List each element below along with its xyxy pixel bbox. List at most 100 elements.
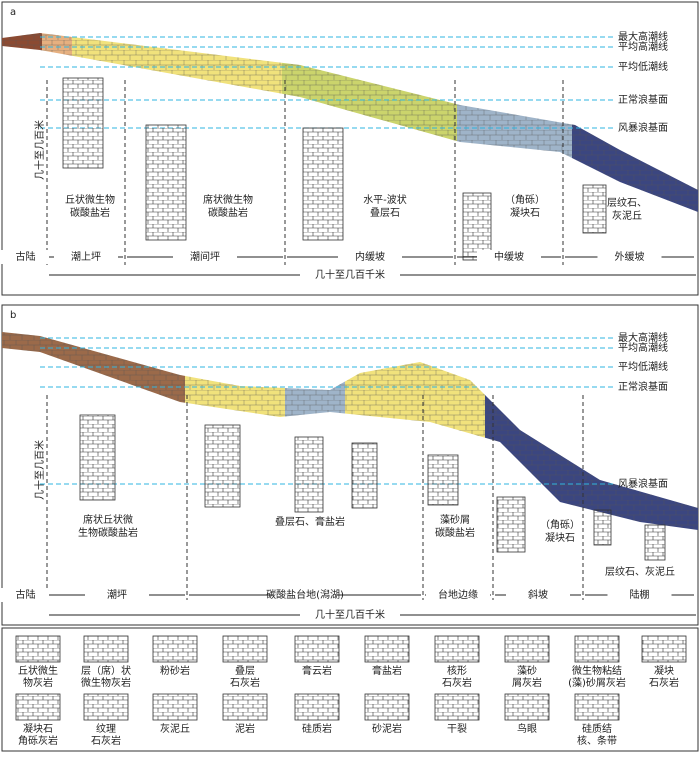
facies-label: 生物碳酸盐岩 [78,526,138,539]
facies-label: 叠层石、膏盐岩 [275,515,345,528]
legend-label: 粉砂岩 [160,664,190,677]
zone-label: 台地边缘 [438,588,478,601]
lithology-column [462,192,492,261]
level-label: 平均高潮线 [618,341,668,354]
facies-label: 层纹石、灰泥丘 [605,565,675,578]
zone-label-bg [54,250,118,264]
legend-label: 石灰岩 [649,676,679,689]
panel-label: b [10,310,16,321]
facies-label: 叠层石 [370,207,400,219]
facies-label: （角砾） [505,193,545,206]
lithology-column [79,414,116,501]
zone-label-bg [506,588,570,602]
facies-label: 席状微生物 [203,193,253,206]
zone-label: 碳酸盐台地(潟湖) [266,588,344,601]
zone-label-bg [0,588,58,602]
legend-swatch [434,635,480,663]
zone-label: 内缓坡 [355,250,385,263]
legend-label: 石灰岩 [442,676,472,689]
facies-label: 凝块石 [510,207,540,219]
legend-frame [1,627,699,752]
facies-label: 水平-波状 [363,193,407,206]
legend-label: 屑灰岩 [512,676,542,689]
height-label: 几十至几百米 [33,440,46,500]
legend-label: 石灰岩 [230,676,260,689]
frame [1,1,699,296]
level-label: 平均低潮线 [618,60,668,73]
facies-label: 丘状微生物 [65,193,115,206]
legend-swatch [222,635,268,663]
lithology-column [427,454,459,506]
legend-swatch [434,693,480,721]
legend-swatch [222,693,268,721]
width-label: 几十至几百千米 [315,608,385,621]
lithology-column [302,127,344,241]
legend-swatch [364,635,410,663]
legend-label: 石灰岩 [91,734,121,747]
legend-swatch [504,693,550,721]
legend-label: 丘状微生 [18,664,58,677]
legend-swatch [152,693,198,721]
lithology-column [204,424,241,508]
legend-label: 藻砂 [517,664,537,677]
legend-label: 纹理 [96,722,116,735]
facies-label: 碳酸盐岩 [208,206,248,219]
level-label: 正常浪基面 [618,93,668,106]
legend-label: 灰泥丘 [160,722,190,735]
legend-label: 核、条带 [577,734,617,747]
zone-label: 中缓坡 [494,250,524,263]
zone-label: 潮上坪 [71,250,101,263]
legend-label: 微生物粘结 [572,664,622,677]
width-label-bg [300,268,400,282]
height-label: 几十至几百米 [33,120,46,180]
zone-label-bg [173,250,237,264]
zone-label: 斜坡 [528,588,548,601]
legend-label: 凝块石 [23,723,53,735]
level-label: 最大高潮线 [618,331,668,344]
lithology-column [145,124,187,241]
legend-swatch [294,693,340,721]
legend-label: 砂泥岩 [372,722,402,735]
level-label: 风暴浪基面 [618,477,668,490]
legend-swatch [574,635,620,663]
zone-label: 外缓坡 [615,250,645,263]
facies-label: 藻砂屑 [440,513,470,526]
legend-swatch [364,693,410,721]
legend-label: 凝块 [654,665,674,677]
zone-label-bg [607,588,672,602]
legend-swatch [152,635,198,663]
legend-label: (藻)砂屑灰岩 [568,676,626,689]
legend-label: 泥岩 [235,722,255,735]
panel-label: a [10,7,16,18]
legend-swatch [641,635,687,663]
facies-label: （角砾） [540,518,580,531]
legend-label: 膏云岩 [302,664,332,677]
legend-label: 层（席）状 [81,664,131,677]
zone-label-bg [477,250,541,264]
zone-label: 潮间坪 [190,250,220,263]
frame [1,304,699,626]
zone-label: 古陆 [16,250,36,263]
facies-label: 层纹石、 [607,196,647,209]
legend-label: 硅质岩 [302,722,332,735]
zone-label-bg [426,588,490,602]
legend-label: 角砾灰岩 [18,734,58,747]
lithology-column [582,184,607,234]
legend-swatch [83,635,129,663]
legend-swatch [83,693,129,721]
lithology-column [593,509,612,546]
legend-label: 膏盐岩 [372,664,402,677]
lithology-column [351,442,378,509]
facies-label: 席状丘状微 [83,513,133,526]
legend-label: 核形 [447,664,467,677]
legend-swatch [294,635,340,663]
width-label: 几十至几百千米 [315,268,385,281]
level-label: 正常浪基面 [618,380,668,393]
zone-label: 古陆 [16,588,36,601]
zone-label-bg [273,588,337,602]
zone-label-bg [597,250,662,264]
lithology-column [62,77,104,169]
facies-label: 碳酸盐岩 [70,206,110,219]
legend-label: 叠层 [235,665,255,677]
